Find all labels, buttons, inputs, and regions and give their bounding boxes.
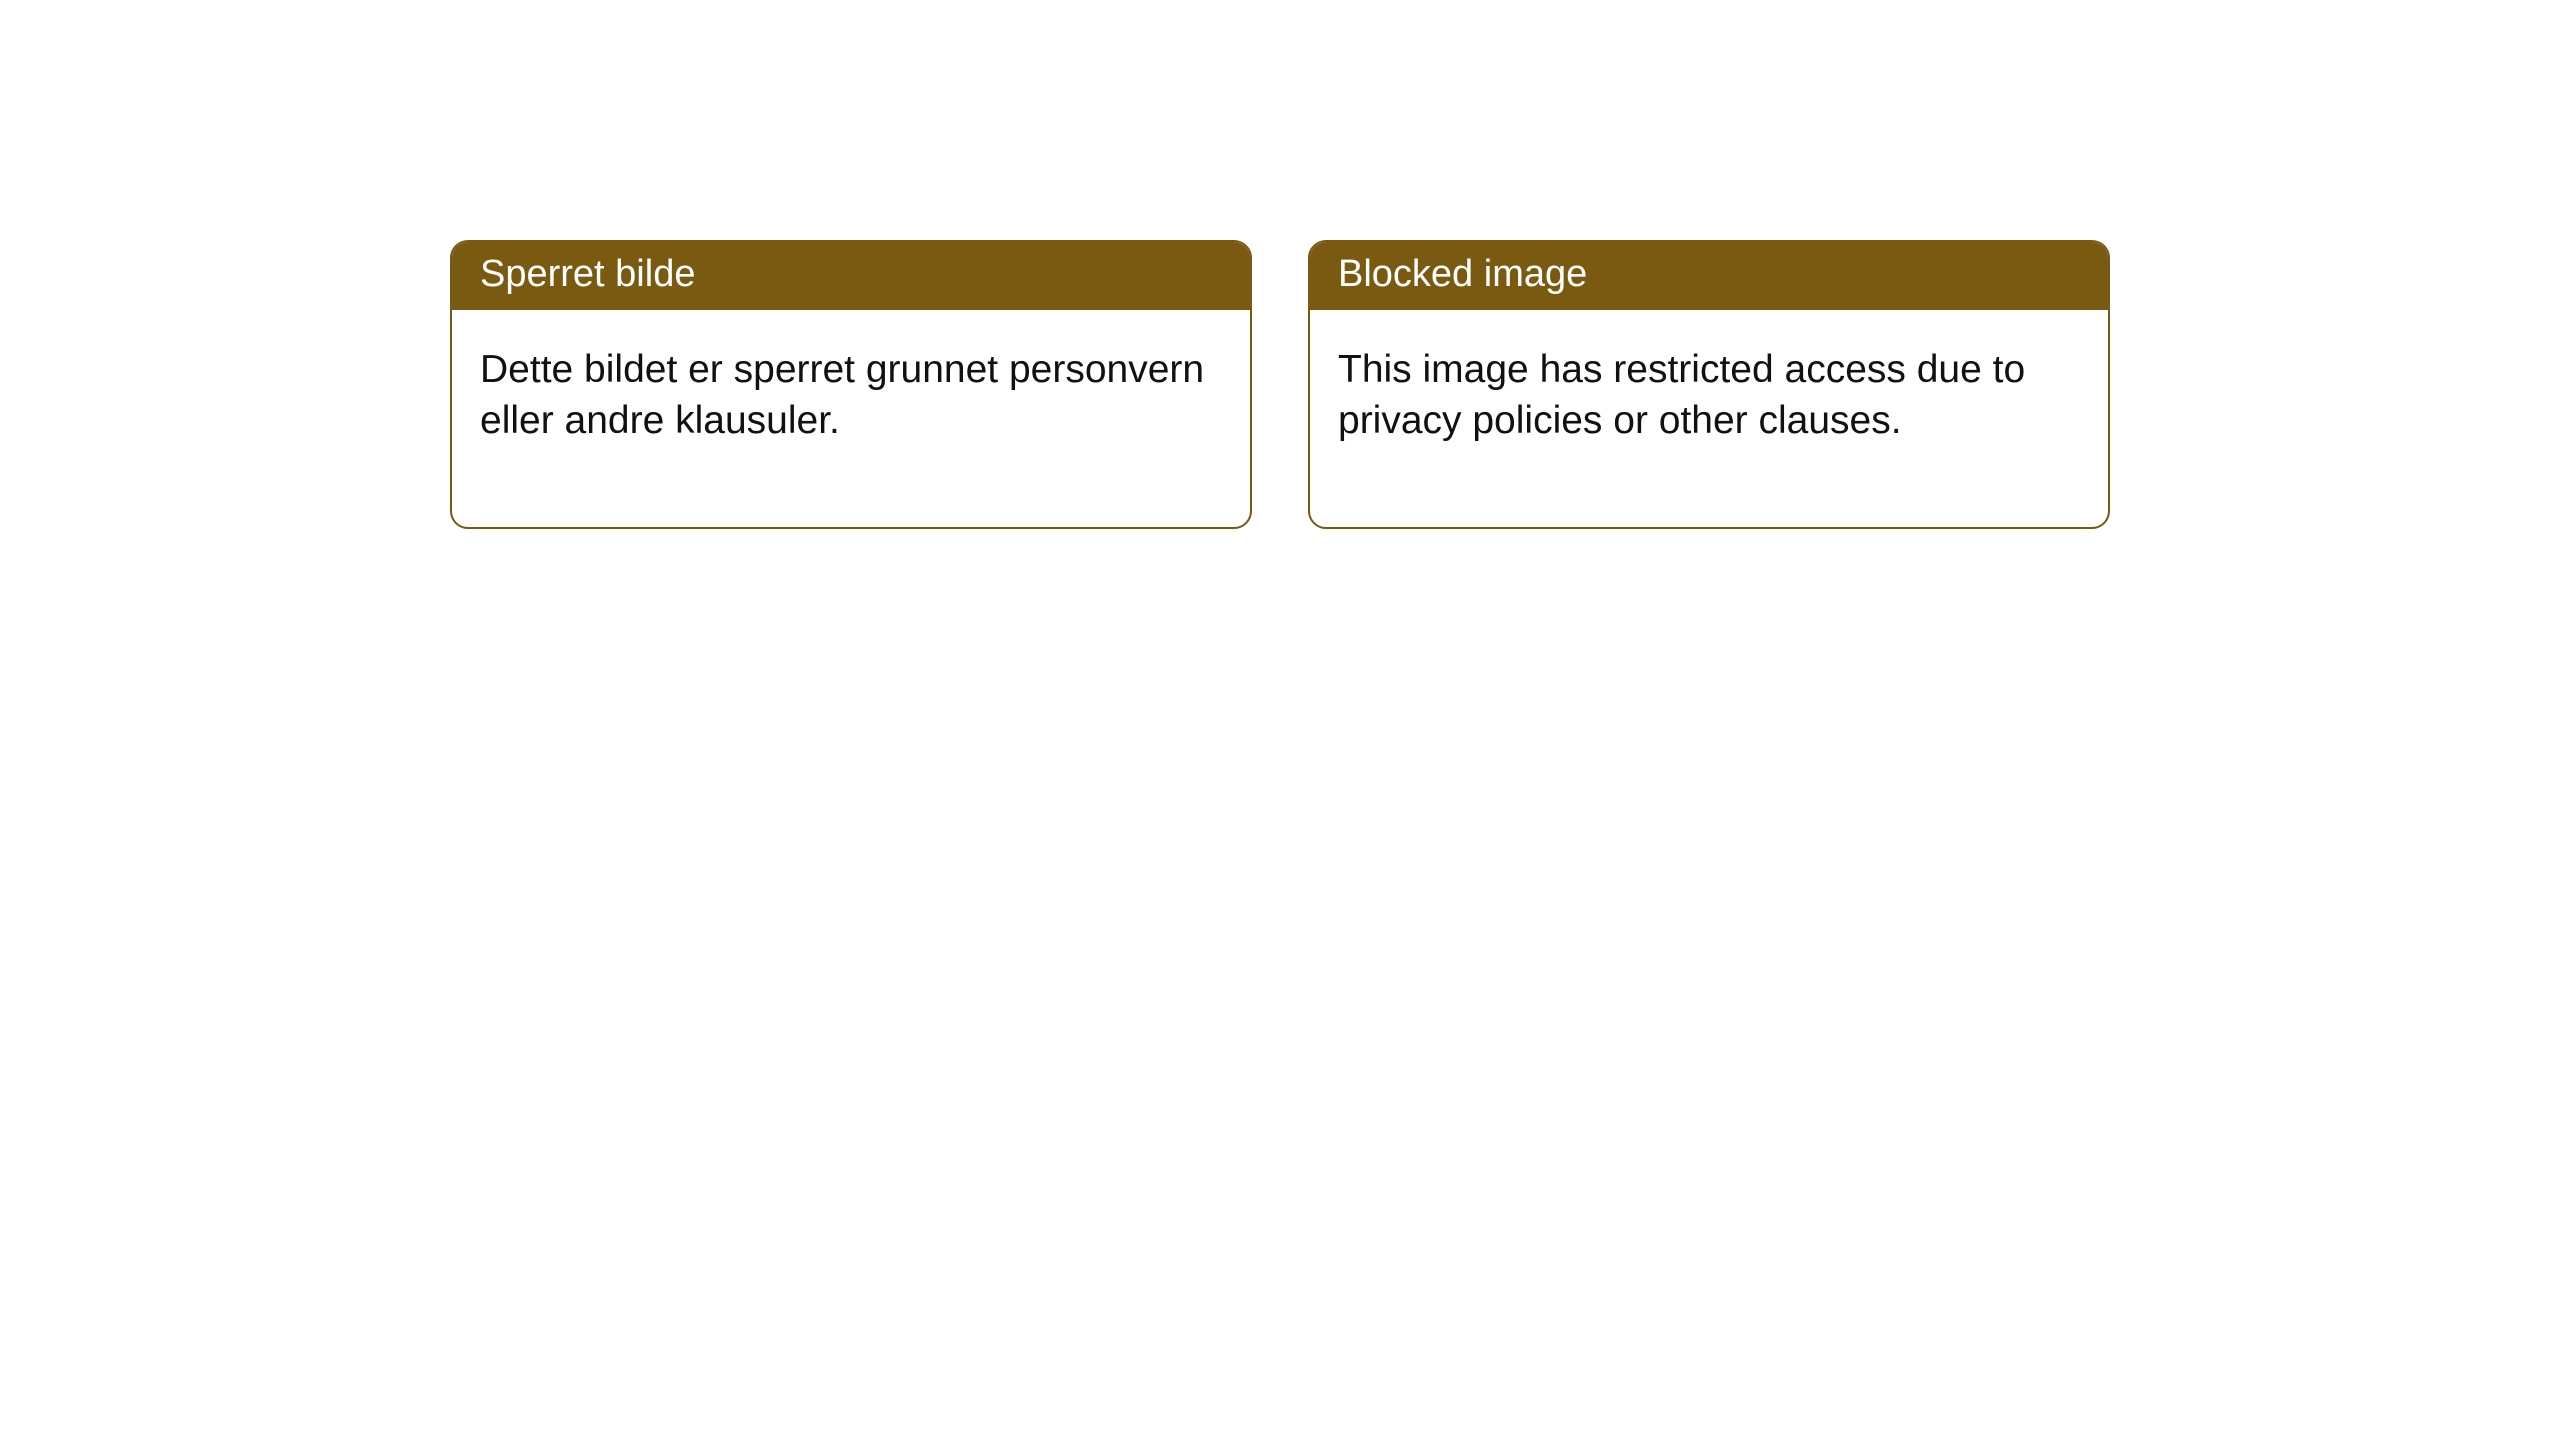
card-title-no: Sperret bilde xyxy=(452,242,1250,310)
blocked-image-card-no: Sperret bilde Dette bildet er sperret gr… xyxy=(450,240,1252,529)
card-body-no: Dette bildet er sperret grunnet personve… xyxy=(452,310,1250,527)
card-body-en: This image has restricted access due to … xyxy=(1310,310,2108,527)
card-title-en: Blocked image xyxy=(1310,242,2108,310)
blocked-image-card-en: Blocked image This image has restricted … xyxy=(1308,240,2110,529)
notice-cards-row: Sperret bilde Dette bildet er sperret gr… xyxy=(0,0,2560,529)
